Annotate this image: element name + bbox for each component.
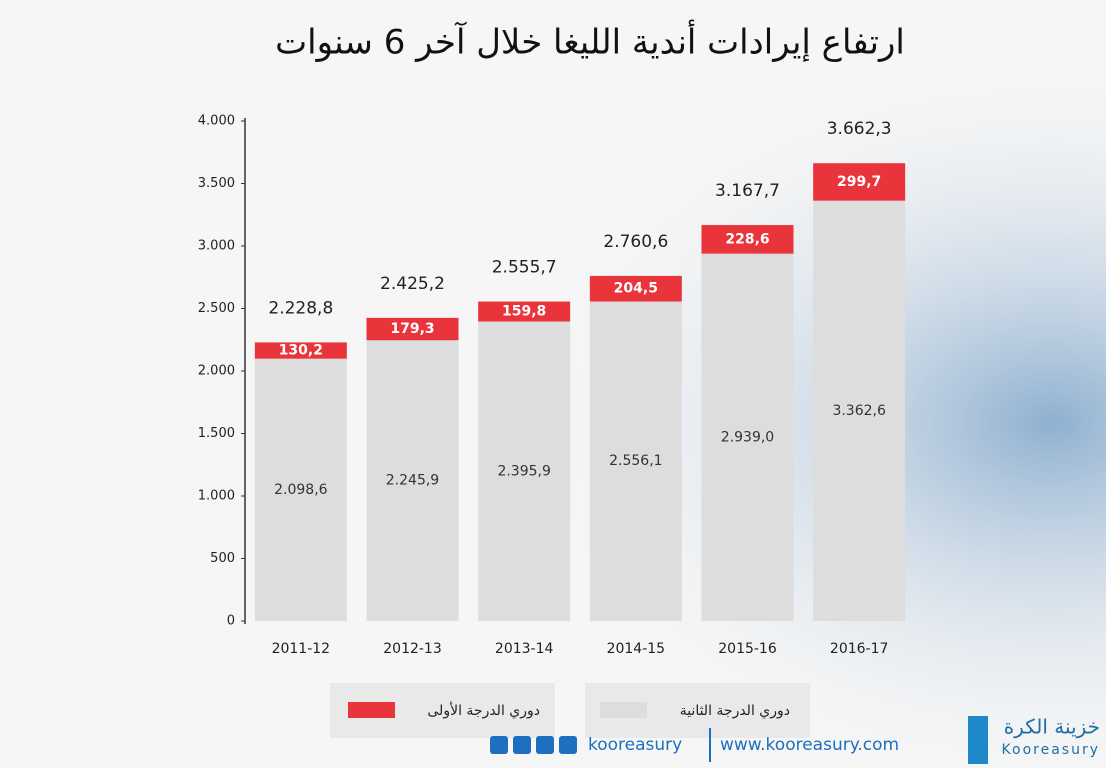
- bar-segment: [589, 275, 682, 302]
- x-tick-label: 2013-14: [495, 641, 554, 657]
- legend-label: دوري الدرجة الثانية: [680, 703, 790, 719]
- y-tick-label: 2.500: [198, 301, 235, 316]
- legend-label: دوري الدرجة الأولى: [427, 701, 540, 719]
- x-tick-label: 2015-16: [718, 641, 777, 657]
- y-tick-label: 0: [227, 614, 235, 629]
- logo-arabic: خزينة الكرة: [1004, 715, 1100, 739]
- value-label: 204,5: [614, 281, 658, 297]
- total-label: 3.662,3: [827, 119, 892, 139]
- bar-segment: [478, 301, 571, 322]
- bar-segment: [813, 163, 906, 201]
- chart-title: ارتفاع إيرادات أندية الليغا خلال آخر 6 س…: [275, 20, 905, 63]
- social-icons: [490, 736, 577, 754]
- bar-segment: [366, 340, 459, 621]
- value-label: 3.362,6: [832, 403, 886, 419]
- value-label: 2.939,0: [721, 429, 774, 445]
- y-tick-label: 3.500: [198, 176, 235, 191]
- value-label: 2.395,9: [497, 463, 550, 479]
- bar-segment: [813, 200, 906, 622]
- bar-segment: [478, 321, 571, 621]
- logo-latin: Kooreasury: [1002, 742, 1100, 758]
- value-label: 130,2: [279, 343, 323, 359]
- x-tick-label: 2014-15: [607, 641, 666, 657]
- bar-segment: [701, 253, 794, 621]
- value-label: 299,7: [837, 174, 881, 190]
- value-label: 2.245,9: [386, 473, 439, 489]
- y-tick-label: 4.000: [198, 114, 235, 129]
- footer-website: www.kooreasury.com: [720, 735, 899, 755]
- y-tick-label: 500: [210, 551, 235, 566]
- legend-swatch: [600, 702, 647, 718]
- bar-segment: [589, 301, 682, 621]
- x-tick-label: 2012-13: [383, 641, 442, 657]
- value-label: 179,3: [390, 321, 434, 337]
- y-tick-label: 3.000: [198, 239, 235, 254]
- y-tick-label: 1.500: [198, 426, 235, 441]
- total-label: 2.425,2: [380, 274, 445, 294]
- x-tick-label: 2011-12: [272, 641, 331, 657]
- value-label: 2.556,1: [609, 453, 662, 469]
- total-label: 3.167,7: [715, 181, 780, 201]
- y-tick-label: 2.000: [198, 364, 235, 379]
- y-tick-label: 1.000: [198, 489, 235, 504]
- value-label: 228,6: [725, 231, 769, 247]
- bar-segment: [701, 225, 794, 254]
- legend-swatch: [348, 702, 395, 718]
- bar-segment: [254, 342, 347, 359]
- bar-segment: [366, 317, 459, 341]
- total-label: 2.760,6: [603, 232, 668, 252]
- x-tick-label: 2016-17: [830, 641, 889, 657]
- bar-segment: [254, 358, 347, 621]
- total-label: 2.555,7: [492, 258, 557, 278]
- total-label: 2.228,8: [268, 298, 333, 318]
- logo-mark: [968, 716, 988, 764]
- value-label: 2.098,6: [274, 482, 328, 498]
- value-label: 159,8: [502, 304, 546, 320]
- footer-handle: kooreasury: [588, 735, 682, 755]
